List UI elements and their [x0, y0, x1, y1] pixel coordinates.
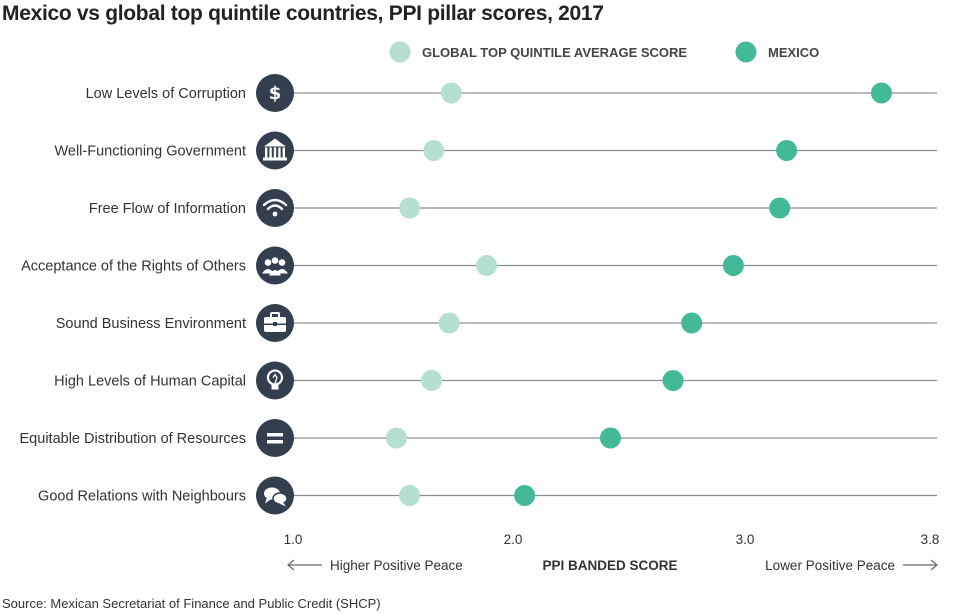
dollar-icon: $ [256, 74, 294, 112]
global-average-point [385, 427, 407, 449]
speech-bubbles-icon [256, 476, 294, 515]
global-average-point [421, 370, 443, 391]
chart-title: Mexico vs global top quintile countries,… [2, 2, 604, 25]
pillar-label: Equitable Distribution of Resources [20, 431, 246, 447]
x-tick-label: 3.8 [921, 532, 940, 547]
government-building-icon [256, 131, 294, 170]
x-axis-title: PPI BANDED SCORE [542, 558, 677, 573]
global-average-point [438, 312, 460, 334]
pillar-row: Good Relations with Neighbours [38, 476, 937, 515]
pillar-row: Low Levels of Corruption $ [86, 74, 937, 112]
pillar-rows: Low Levels of Corruption $ Well-Functionin… [20, 74, 937, 515]
pillar-label: High Levels of Human Capital [54, 374, 246, 390]
wifi-icon [256, 189, 294, 227]
pillar-label: Sound Business Environment [56, 316, 246, 332]
mexico-point [662, 370, 684, 391]
pillar-label: Free Flow of Information [89, 201, 246, 217]
pillar-label: Low Levels of Corruption [86, 86, 246, 102]
mexico-point [599, 427, 621, 449]
pillar-label: Well-Functioning Government [54, 144, 246, 160]
pillar-row: Sound Business Environment [56, 304, 937, 342]
x-tick-label: 3.0 [736, 532, 755, 547]
global-average-point [399, 197, 421, 219]
global-average-point [423, 140, 445, 161]
mexico-point [722, 255, 744, 276]
global-average-point [476, 255, 498, 276]
svg-text:$: $ [269, 83, 282, 104]
legend-label: MEXICO [768, 45, 819, 60]
mexico-point [776, 140, 798, 161]
equals-icon [256, 419, 294, 457]
mexico-point [870, 82, 892, 104]
x-tick-label: 2.0 [504, 532, 523, 547]
pillar-row: Well-Functioning Government [54, 131, 937, 170]
x-axis: Higher Positive Peace PPI BANDED SCORE Low… [287, 558, 938, 573]
pillar-row: Free Flow of Information [89, 189, 937, 227]
legend: GLOBAL TOP QUINTILE AVERAGE SCORE MEXICO [389, 41, 819, 63]
x-axis-ticks: 1.0 2.0 3.0 3.8 [284, 532, 940, 547]
global-average-point [399, 485, 421, 506]
pillar-row: High Levels of Human Capital [54, 361, 937, 400]
x-tick-label: 1.0 [284, 532, 303, 547]
mexico-point [514, 485, 536, 506]
lightbulb-icon [256, 361, 294, 400]
global-average-point [440, 82, 462, 104]
pillar-row: Acceptance of the Rights of Others [21, 246, 937, 285]
mexico-point [769, 197, 791, 219]
mexico-point [681, 312, 703, 334]
legend-marker [735, 41, 757, 63]
axis-right-caption: Lower Positive Peace [765, 558, 895, 573]
briefcase-icon [256, 304, 294, 342]
axis-left-caption: Higher Positive Peace [330, 558, 463, 573]
people-group-icon [256, 246, 294, 285]
legend-marker [389, 41, 411, 63]
pillar-row: Equitable Distribution of Resources [20, 419, 937, 457]
pillar-label: Acceptance of the Rights of Others [21, 259, 246, 275]
legend-label: GLOBAL TOP QUINTILE AVERAGE SCORE [422, 45, 687, 60]
pillar-label: Good Relations with Neighbours [38, 489, 246, 505]
source-note: Source: Mexican Secretariat of Finance a… [2, 596, 381, 611]
